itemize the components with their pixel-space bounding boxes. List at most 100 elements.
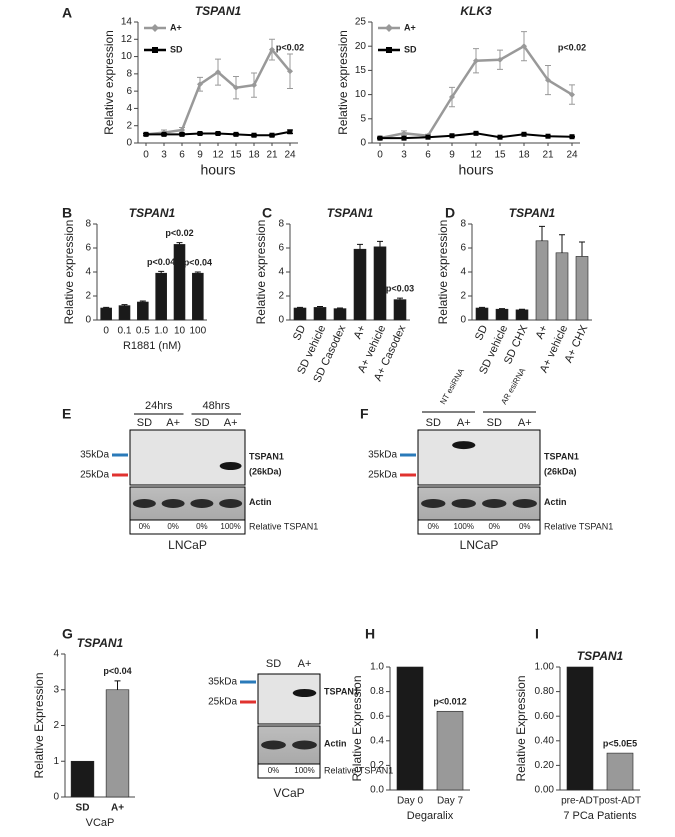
error-bar: [121, 304, 128, 306]
y-tick-label: 20: [355, 41, 367, 52]
point: [197, 130, 203, 136]
annotation: p<0.04: [184, 257, 212, 267]
panel-letter: D: [445, 205, 455, 221]
annotation: p<0.03: [386, 284, 414, 294]
percentage: 0%: [139, 522, 151, 531]
point: [215, 69, 221, 76]
y-tick-label: 0: [278, 315, 284, 326]
panel-letter: B: [62, 205, 72, 221]
y-axis-label: Relative expression: [436, 220, 450, 325]
x-axis-label: hours: [200, 162, 235, 178]
bar: [70, 760, 95, 798]
y-tick-label: 2: [126, 120, 132, 131]
bar: [436, 710, 464, 791]
y-tick-label: 14: [121, 17, 133, 28]
y-tick-label: 8: [126, 68, 132, 79]
x-tick-label: Day 7: [437, 796, 464, 807]
error-bar: [539, 225, 545, 241]
bar: [495, 308, 509, 321]
percentage: 0%: [268, 766, 280, 775]
x-tick-label: SD: [473, 323, 490, 342]
x-tick-label: Day 0: [397, 796, 424, 807]
y-tick-label: 2: [53, 720, 59, 731]
annotation: p<0.04: [103, 666, 131, 676]
actin-band: [219, 499, 243, 508]
point: [569, 91, 575, 98]
lane-label: SD: [426, 417, 441, 429]
y-tick-label: 2: [85, 291, 91, 302]
blot-label: TSPAN1: [324, 686, 359, 696]
annotation: p<0.02: [165, 228, 193, 238]
error-bar: [194, 271, 201, 274]
y-tick-label: 6: [460, 243, 466, 254]
x-tick-label: 15: [230, 150, 242, 161]
error-bar: [139, 300, 146, 302]
blot-label: (26kDa): [544, 466, 577, 476]
bar: [100, 307, 112, 321]
legend-label: SD: [404, 44, 417, 54]
x-tick-label: 0.5: [136, 326, 150, 337]
chart-title: TSPAN1: [77, 636, 124, 650]
x-tick-label: 6: [179, 150, 185, 161]
y-tick-label: 8: [278, 219, 284, 230]
x-tick-label: 9: [449, 150, 455, 161]
marker-label: 25kDa: [208, 697, 237, 708]
bar: [353, 248, 367, 321]
y-axis-label: Relative expression: [102, 30, 116, 135]
marker-label: 25kDa: [368, 470, 397, 481]
x-tick-label: pre-ADT: [561, 796, 599, 807]
bar: [293, 307, 307, 321]
percentage: 100%: [220, 522, 240, 531]
bar: [606, 752, 634, 791]
lane-label: A+: [518, 417, 532, 429]
x-tick-label: 9: [197, 150, 203, 161]
y-tick-label: 1.00: [535, 662, 555, 673]
group-label: NT esiRNA: [438, 366, 466, 406]
point: [269, 46, 275, 53]
protein-band: [292, 689, 317, 697]
y-tick-label: 4: [278, 267, 284, 278]
point: [545, 77, 551, 84]
x-tick-label: SD: [291, 323, 308, 342]
error-bar: [337, 307, 343, 309]
quant-label: Relative TSPAN1: [544, 521, 613, 531]
point: [449, 133, 455, 139]
error-bar: [579, 241, 585, 257]
bar: [155, 272, 167, 321]
y-tick-label: 10: [355, 89, 367, 100]
y-tick-label: 8: [460, 219, 466, 230]
x-tick-label: A+: [534, 323, 551, 341]
point: [521, 131, 527, 137]
y-tick-label: 0.2: [370, 760, 384, 771]
y-axis-label: Relative Expression: [350, 675, 364, 781]
point: [377, 135, 383, 141]
chart-title: TSPAN1: [195, 4, 242, 18]
group-label: 48hrs: [202, 400, 230, 412]
bar: [535, 240, 549, 321]
annotation: p<0.02: [558, 42, 586, 52]
error-bar: [317, 305, 323, 308]
x-tick-label: 24: [566, 150, 578, 161]
panel-letter: I: [535, 626, 539, 642]
bar: [396, 666, 424, 791]
lane-label: A+: [224, 417, 238, 429]
y-tick-label: 0.40: [535, 735, 555, 746]
bar: [137, 301, 149, 321]
x-tick-label: 100: [189, 326, 206, 337]
protein-band: [219, 462, 242, 470]
lane-label: A+: [457, 417, 471, 429]
percentage: 100%: [454, 522, 474, 531]
y-tick-label: 1: [53, 756, 59, 767]
error-bar: [158, 270, 165, 274]
bar: [566, 666, 594, 791]
x-tick-label: A+: [111, 803, 124, 814]
bar: [515, 309, 529, 321]
x-tick-label: 21: [266, 150, 278, 161]
lane-label: A+: [166, 417, 180, 429]
point: [473, 57, 479, 64]
y-axis-label: Relative expression: [254, 220, 268, 325]
blot-label: Actin: [324, 738, 347, 748]
x-tick-label: 6: [425, 150, 431, 161]
percentage: 0%: [519, 522, 531, 531]
